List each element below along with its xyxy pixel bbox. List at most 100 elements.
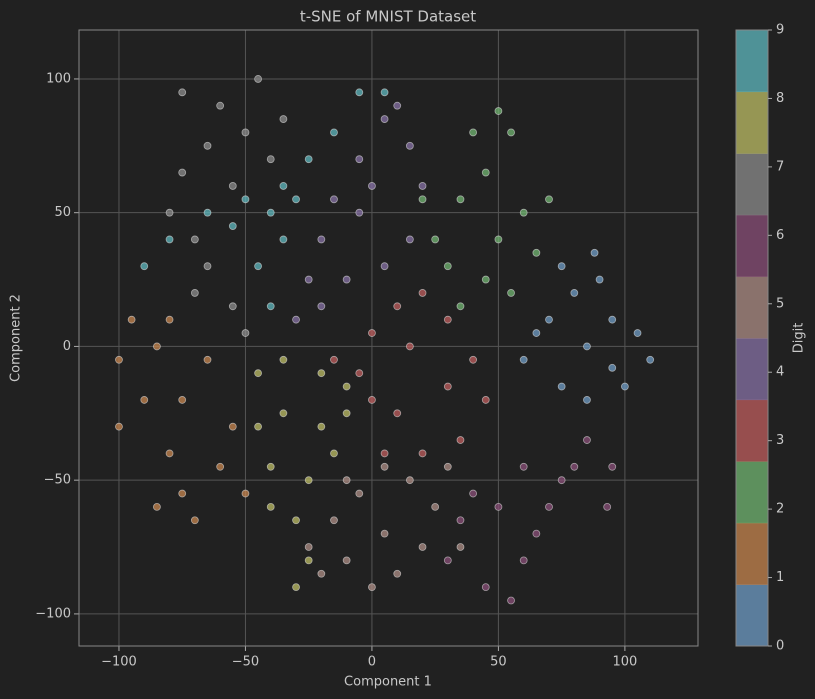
- colorbar-segment: [736, 399, 768, 462]
- point: [254, 422, 262, 431]
- x-tick-label: −50: [232, 655, 259, 670]
- point: [254, 75, 262, 83]
- point: [532, 529, 541, 538]
- point: [304, 556, 313, 565]
- point: [165, 235, 174, 244]
- point: [342, 556, 351, 565]
- point: [279, 115, 288, 123]
- point: [228, 422, 237, 431]
- point: [317, 235, 326, 244]
- point: [241, 195, 250, 204]
- x-axis-label: Component 1: [344, 675, 432, 690]
- point: [418, 195, 427, 204]
- point: [368, 396, 376, 404]
- point: [380, 529, 389, 538]
- point: [165, 208, 174, 217]
- point: [393, 101, 402, 110]
- point: [646, 355, 655, 364]
- x-tick-label: −100: [101, 655, 137, 670]
- point: [393, 302, 402, 311]
- point: [279, 409, 288, 418]
- point: [633, 329, 642, 337]
- point: [254, 369, 262, 378]
- colorbar-tick-label: 4: [776, 365, 784, 380]
- chart-title: t-SNE of MNIST Dataset: [300, 8, 476, 26]
- point: [368, 182, 376, 190]
- point: [241, 489, 250, 498]
- point: [342, 275, 351, 284]
- point: [279, 182, 288, 190]
- y-tick-label: 0: [63, 339, 71, 354]
- point: [342, 382, 351, 391]
- y-tick-label: 100: [46, 71, 71, 86]
- colorbar-tick-label: 9: [776, 23, 784, 38]
- point: [304, 543, 313, 551]
- point: [469, 489, 478, 498]
- point: [481, 275, 490, 284]
- point: [532, 248, 541, 257]
- point: [317, 569, 326, 578]
- y-tick-label: 50: [54, 205, 71, 220]
- point: [203, 355, 212, 364]
- colorbar-segment: [736, 522, 768, 585]
- point: [304, 275, 313, 284]
- point: [418, 182, 427, 190]
- colorbar-segment: [736, 214, 768, 277]
- point: [570, 462, 579, 471]
- colorbar-segment: [736, 276, 768, 339]
- point: [557, 262, 566, 271]
- point: [153, 503, 161, 511]
- x-tick-label: 50: [490, 655, 507, 670]
- colorbar-tick-label: 7: [776, 159, 784, 174]
- point: [228, 222, 237, 230]
- point: [355, 489, 364, 498]
- point: [431, 503, 440, 511]
- point: [393, 409, 402, 418]
- point: [405, 235, 414, 244]
- point: [557, 382, 566, 391]
- point: [481, 168, 490, 177]
- point: [603, 503, 612, 511]
- point: [431, 235, 440, 244]
- point: [608, 462, 617, 471]
- y-axis-label: Component 2: [9, 294, 24, 382]
- point: [228, 182, 237, 190]
- point: [405, 342, 414, 351]
- point: [140, 396, 149, 404]
- x-tick-label: 0: [368, 655, 376, 670]
- point: [178, 489, 187, 498]
- point: [405, 141, 414, 150]
- point: [355, 369, 364, 378]
- point: [342, 476, 351, 485]
- point: [494, 235, 503, 244]
- point: [190, 235, 199, 244]
- point: [405, 476, 414, 485]
- point: [165, 315, 174, 324]
- point: [216, 101, 225, 110]
- point: [519, 462, 528, 471]
- point: [115, 355, 123, 364]
- point: [292, 315, 300, 324]
- point: [153, 342, 161, 351]
- point: [380, 462, 389, 471]
- colorbar-segment: [736, 30, 768, 93]
- point: [216, 462, 225, 471]
- point: [393, 569, 402, 578]
- point: [355, 155, 364, 164]
- point: [608, 315, 617, 324]
- point: [190, 289, 199, 297]
- point: [178, 168, 187, 177]
- colorbar-tick-label: 2: [776, 502, 784, 517]
- point: [304, 155, 313, 164]
- colorbar-segment: [736, 338, 768, 401]
- point: [178, 396, 187, 404]
- point: [380, 115, 389, 123]
- point: [583, 396, 591, 404]
- point: [456, 195, 465, 204]
- point: [443, 315, 452, 324]
- point: [203, 141, 212, 150]
- colorbar-tick-label: 6: [776, 228, 784, 243]
- point: [608, 363, 617, 372]
- colorbar-tick-label: 8: [776, 91, 784, 106]
